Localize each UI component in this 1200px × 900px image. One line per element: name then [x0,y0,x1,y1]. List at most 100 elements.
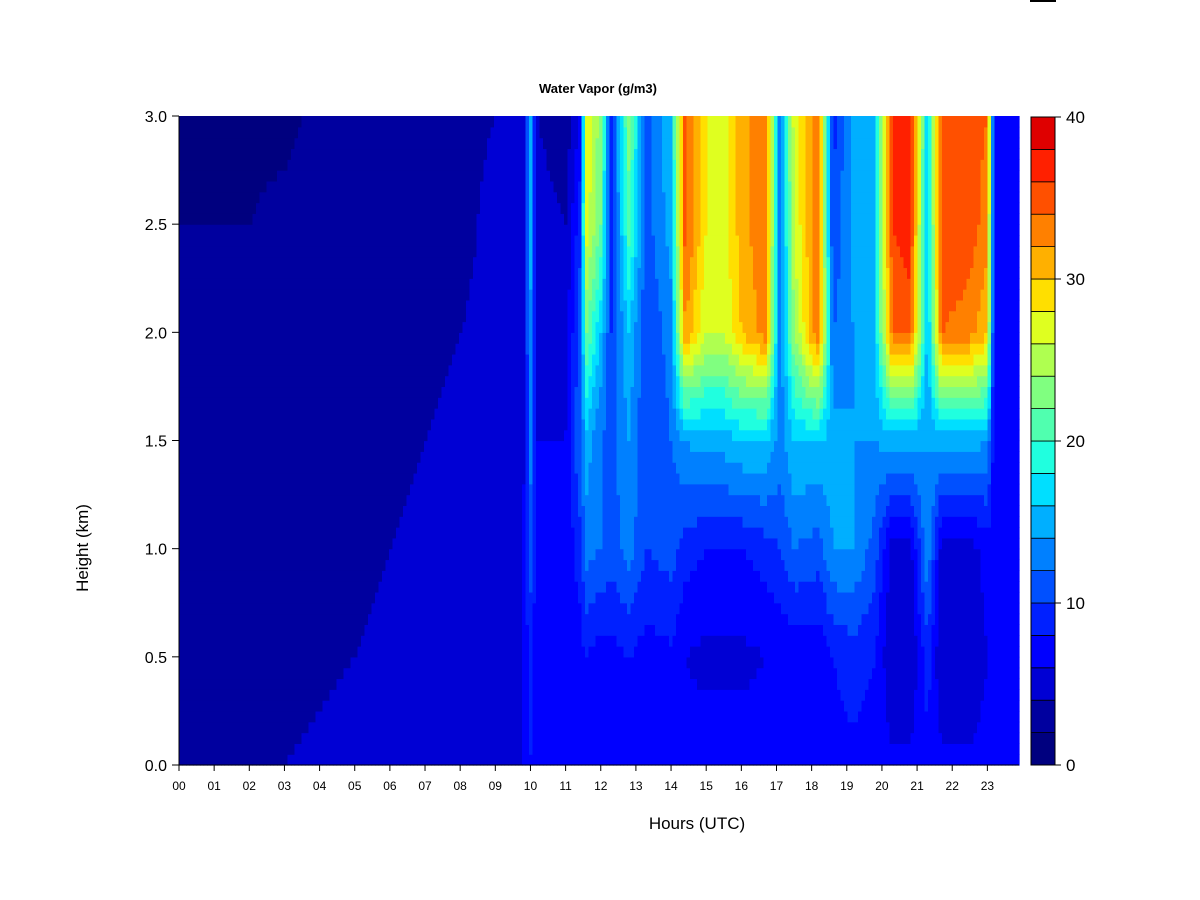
heatmap-cell [319,332,324,344]
heatmap-cell [312,159,317,171]
heatmap-cell [193,375,198,388]
heatmap-cell [221,678,226,690]
heatmap-cell [396,170,401,182]
heatmap-cell [361,667,366,680]
heatmap-cell [256,548,261,561]
heatmap-cell [308,516,313,528]
heatmap-cell [420,408,425,420]
heatmap-cell [252,591,257,604]
heatmap-cell [364,224,369,236]
heatmap-cell [420,700,425,712]
heatmap-cell [277,353,282,366]
heatmap-cell [434,700,439,712]
heatmap-cell [308,581,313,593]
heatmap-cell [343,408,348,420]
heatmap-cell [452,451,457,463]
heatmap-cell [392,451,397,463]
heatmap-cell [389,321,394,333]
heatmap-cell [287,375,292,388]
heatmap-cell [207,353,212,366]
heatmap-cell [403,667,408,680]
heatmap-cell [322,656,327,669]
heatmap-cell [392,646,397,658]
heatmap-cell [431,494,436,506]
heatmap-cell [399,148,404,160]
heatmap-cell [399,267,404,279]
heatmap-cell [249,472,254,485]
heatmap-cell [431,170,436,182]
heatmap-cell [238,267,243,279]
heatmap-cell [273,721,278,734]
heatmap-cell [203,321,208,333]
heatmap-cell [224,180,229,193]
heatmap-cell [445,451,450,463]
heatmap-cell [375,213,380,225]
heatmap-cell [263,494,268,506]
heatmap-cell [287,245,292,258]
heatmap-cell [326,353,331,366]
heatmap-cell [224,548,229,561]
heatmap-cell [308,613,313,625]
heatmap-cell [284,321,289,333]
heatmap-cell [224,440,229,452]
heatmap-cell [193,408,198,420]
heatmap-cell [266,191,271,204]
heatmap-cell [448,721,453,734]
heatmap-cell [182,224,187,236]
heatmap-cell [203,278,208,290]
heatmap-cell [196,440,201,452]
heatmap-cell [462,256,467,269]
heatmap-cell [179,570,184,582]
heatmap-cell [347,700,352,712]
heatmap-cell [403,375,408,388]
heatmap-cell [431,635,436,647]
heatmap-cell [256,483,261,496]
heatmap-cell [424,591,429,604]
heatmap-cell [459,689,464,701]
heatmap-cell [238,700,243,712]
heatmap-cell [305,180,310,193]
heatmap-cell [238,451,243,463]
heatmap-cell [207,505,212,517]
heatmap-cell [217,635,222,647]
heatmap-cell [277,213,282,225]
heatmap-cell [333,516,338,528]
heatmap-cell [312,516,317,528]
heatmap-cell [179,278,184,290]
heatmap-cell [315,364,320,377]
heatmap-cell [189,397,194,409]
heatmap-cell [424,721,429,734]
heatmap-cell [294,180,299,193]
heatmap-cell [301,343,306,355]
heatmap-cell [259,213,264,225]
heatmap-cell [438,548,443,561]
heatmap-cell [466,721,471,734]
heatmap-cell [417,689,422,701]
heatmap-cell [434,602,439,615]
heatmap-cell [389,289,394,301]
heatmap-cell [469,635,474,647]
heatmap-cell [294,624,299,636]
heatmap-cell [298,137,303,150]
heatmap-cell [375,721,380,734]
heatmap-cell [298,256,303,269]
heatmap-cell [420,678,425,690]
heatmap-cell [343,213,348,225]
heatmap-cell [263,646,268,658]
heatmap-cell [280,126,285,139]
heatmap-cell [207,191,212,204]
heatmap-cell [249,332,254,344]
heatmap-cell [207,386,212,398]
heatmap-cell [179,234,184,247]
heatmap-cell [354,148,359,160]
heatmap-cell [280,397,285,409]
heatmap-cell [301,451,306,463]
heatmap-cell [312,570,317,582]
heatmap-cell [445,667,450,680]
heatmap-cell [287,635,292,647]
heatmap-cell [200,267,205,279]
heatmap-cell [319,656,324,669]
heatmap-cell [284,548,289,561]
heatmap-cell [343,310,348,323]
heatmap-cell [336,364,341,377]
